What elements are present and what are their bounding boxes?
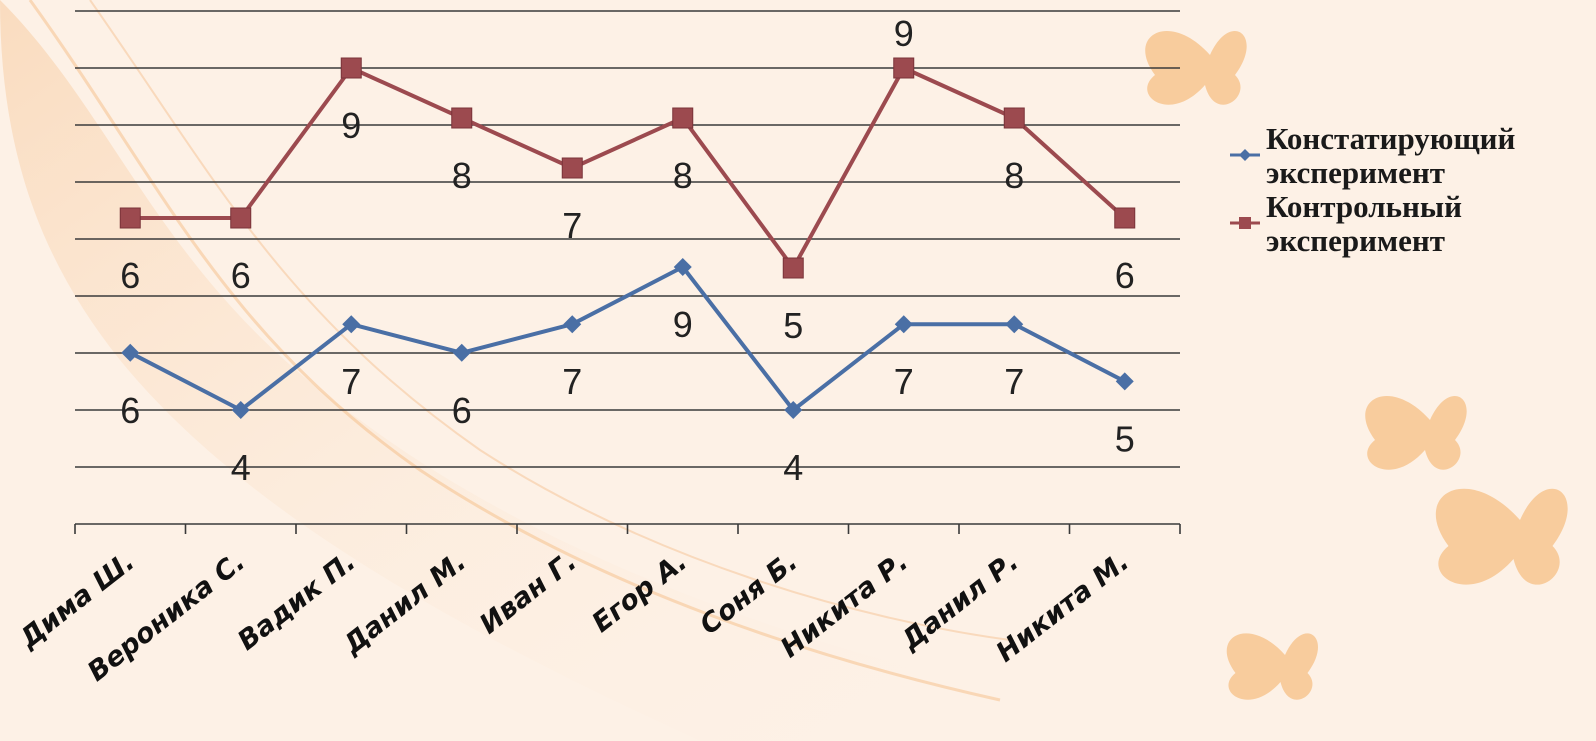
butterfly-icon (1365, 396, 1467, 470)
legend-label-line2: эксперимент (1266, 155, 1445, 190)
data-point (561, 157, 583, 179)
data-point (1114, 207, 1136, 229)
data-point (672, 107, 694, 129)
data-label: 9 (341, 105, 361, 146)
data-point (782, 257, 804, 279)
data-label: 8 (673, 155, 693, 196)
data-label: 6 (120, 390, 140, 431)
x-axis (74, 523, 1181, 534)
data-point (563, 315, 582, 334)
butterfly-icon (1435, 488, 1568, 585)
butterfly-icon (1226, 633, 1319, 700)
data-label: 4 (783, 447, 803, 488)
legend-item-series-1: Констатирующий эксперимент (1230, 122, 1515, 190)
data-label: 6 (231, 255, 251, 296)
data-point (121, 343, 140, 362)
data-point (230, 207, 252, 229)
series-line-1 (129, 265, 1126, 412)
data-label: 9 (673, 304, 693, 345)
data-point (231, 401, 250, 419)
data-label: 5 (1115, 418, 1135, 459)
diamond-marker-icon (1230, 149, 1260, 161)
data-label: 9 (894, 13, 914, 54)
data-label: 5 (783, 305, 803, 346)
background-swirl (0, 0, 1050, 741)
data-point (119, 207, 141, 229)
data-label: 6 (452, 390, 472, 431)
data-point (340, 57, 362, 79)
legend-item-series-2: Контрольный эксперимент (1230, 190, 1515, 258)
data-point (452, 343, 471, 362)
data-point (1003, 107, 1025, 129)
data-label: 8 (452, 155, 472, 196)
gridlines (75, 10, 1180, 468)
data-point (1115, 372, 1134, 391)
data-labels: 6 4 7 6 7 9 4 7 7 5 6 6 9 8 7 8 5 9 8 6 (120, 13, 1135, 488)
data-point (451, 107, 473, 129)
data-label: 6 (120, 255, 140, 296)
data-label: 8 (1004, 155, 1024, 196)
data-point (1005, 315, 1024, 334)
data-label: 7 (562, 205, 582, 246)
legend-label-line2: эксперимент (1266, 223, 1445, 258)
data-label: 7 (341, 361, 361, 402)
data-point (894, 315, 913, 334)
data-point (784, 401, 803, 419)
data-point (893, 57, 915, 79)
square-marker-icon (1230, 217, 1260, 229)
data-point (673, 258, 692, 276)
data-label: 7 (894, 361, 914, 402)
data-point (342, 315, 361, 334)
data-label: 7 (562, 361, 582, 402)
legend-label-line1: Контрольный (1266, 189, 1462, 224)
legend: Констатирующий эксперимент Контрольный э… (1230, 122, 1515, 258)
series-layer (119, 57, 1136, 419)
legend-label-line1: Констатирующий (1266, 121, 1516, 156)
series-line-2 (130, 66, 1127, 270)
data-label: 7 (1004, 361, 1024, 402)
butterfly-icon (1145, 31, 1247, 105)
data-label: 4 (231, 447, 251, 488)
data-label: 6 (1115, 255, 1135, 296)
